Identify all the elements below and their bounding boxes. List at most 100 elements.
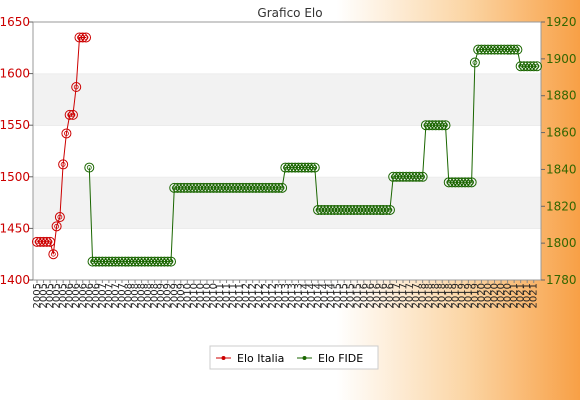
x-tick-label: 2014 [300,283,311,308]
elo-fide-marker-inner [511,47,517,53]
elo-italia-marker-inner [67,112,73,118]
x-tick-label: 2017 [411,283,422,308]
x-tick-label: 2013 [274,283,285,308]
elo-fide-marker-inner [279,185,285,191]
x-tick-label: 2020 [496,283,507,308]
elo-fide-marker-inner [472,60,478,65]
x-tick-label: 2009 [176,283,187,308]
elo-italia-marker [67,109,78,120]
x-tick-label: 2012 [241,283,252,308]
right-tick-label: 1780 [546,273,577,287]
left-tick-label: 1500 [0,170,30,184]
x-tick-label: 2017 [398,283,409,308]
x-tick-label: 2005 [45,283,56,308]
elo-italia-marker [54,212,65,223]
right-axis: 1780 1800 1820 1840 1860 1880 1900 1920 [541,15,577,287]
legend-label-elo-fide: Elo FIDE [318,352,363,365]
elo-fide-marker-inner [309,165,314,170]
right-tick-label: 1860 [546,126,577,140]
x-tick-label: 2007 [110,283,121,308]
elo-italia-marker [41,236,52,247]
x-tick-label: 2019 [463,283,474,308]
x-tick-label: 2006 [91,283,102,308]
legend: Elo Italia Elo FIDE [209,345,379,370]
x-tick-label: 2009 [163,283,174,308]
left-tick-label: 1600 [0,67,30,81]
x-tick-label: 2017 [405,283,416,308]
left-tick-label: 1450 [0,221,30,235]
x-tick-label: 2006 [84,283,95,308]
x-tick-label: 2013 [287,283,298,308]
plot-frame [32,21,542,281]
x-tick-label: 2020 [483,283,494,308]
elo-italia-marker-inner [70,112,76,118]
x-tick-label: 2007 [97,283,108,308]
right-tick-label: 1880 [546,89,577,103]
elo-italia-marker-inner [44,239,50,245]
x-tick-label: 2018 [431,283,442,308]
left-tick-label: 1650 [0,15,30,29]
x-tick-label: 2008 [150,283,161,308]
elo-italia-marker [51,221,62,232]
x-tick-label: 2016 [385,283,396,308]
right-tick-label: 1820 [546,199,577,213]
plot-band [33,176,541,229]
x-tick-label: 2021 [516,283,527,308]
x-tick-label: 2015 [346,283,357,308]
x-tick-label: 2018 [437,283,448,308]
elo-fide-marker [528,61,539,72]
elo-fide-marker [532,61,542,72]
x-tick-label: 2011 [215,283,226,308]
elo-fide-marker [466,177,477,188]
elo-fide-marker-inner [416,174,422,180]
x-tick-label: 2019 [457,283,468,308]
elo-italia-marker-inner [54,223,60,229]
chart-title: Grafico Elo [257,6,322,20]
x-tick-label: 2006 [71,283,82,308]
plot-band [33,73,541,126]
x-tick-label: 2006 [65,283,76,308]
legend-box [209,345,379,370]
x-tick-label: 2012 [267,283,278,308]
elo-italia-marker-inner [60,162,66,167]
elo-fide-marker [417,171,428,182]
x-tick-label: 2010 [195,283,206,308]
right-tick-label: 1800 [546,236,577,250]
x-tick-label: 2006 [78,283,89,308]
elo-fide-marker [437,120,448,131]
elo-fide-marker [463,177,474,188]
x-tick-label: 2020 [490,283,501,308]
legend-marker-elo-fide [302,356,307,360]
x-tick-label: 2020 [476,283,487,308]
x-tick-label: 2019 [470,283,481,308]
x-tick-label: 2019 [450,283,461,308]
x-tick-label: 2016 [365,283,376,308]
elo-italia-marker [81,32,92,43]
elo-fide-marker-inner [420,174,426,180]
x-tick-label: 2021 [522,283,533,308]
elo-fide-marker [414,171,425,182]
x-tick-label: 2008 [143,283,154,308]
x-tick-label: 2012 [254,283,265,308]
x-tick-label: 2016 [359,283,370,308]
x-tick-label: 2009 [156,283,167,308]
elo-fide-marker [309,162,320,173]
elo-italia-marker-inner [64,131,69,136]
x-tick-label: 2011 [222,283,233,308]
x-tick-label: 2018 [444,283,455,308]
x-tick-label: 2014 [326,283,337,308]
elo-fide-marker [306,162,317,173]
elo-fide-marker-inner [439,122,445,128]
elo-italia-marker [71,82,82,93]
elo-fide-marker-inner [387,207,393,213]
x-tick-label: 2014 [313,283,324,308]
left-axis: 1400 1450 1500 1550 1600 1650 [0,15,33,287]
x-tick-label: 2010 [208,283,219,308]
x-axis: 2005200520052005200520062006200620062006… [32,280,540,308]
x-tick-label: 2010 [189,283,200,308]
plot-bands [33,21,541,280]
elo-italia-marker [45,236,56,247]
x-tick-label: 2021 [509,283,520,308]
